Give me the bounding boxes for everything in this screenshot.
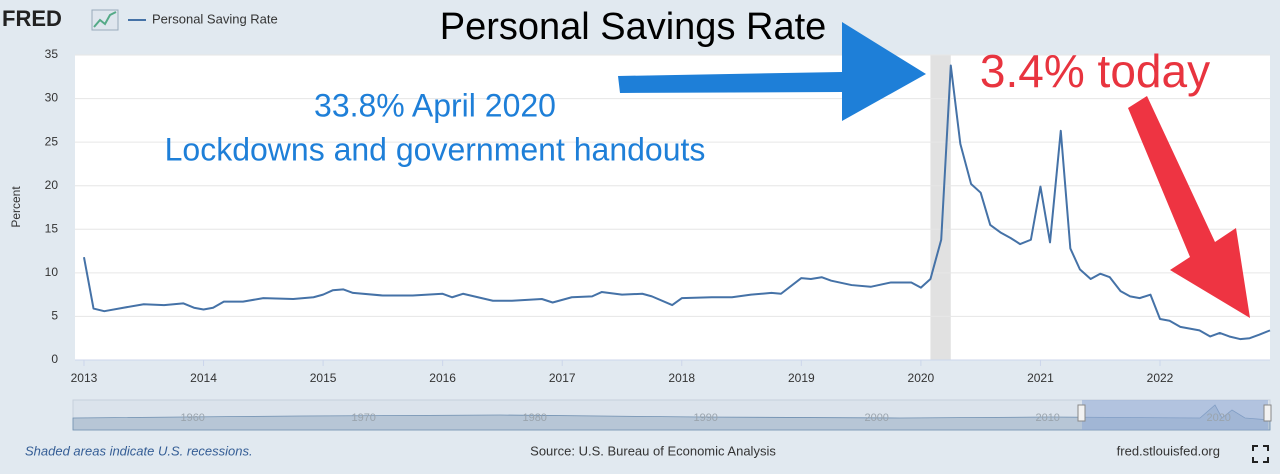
x-tick-label: 2015 (310, 371, 337, 385)
y-tick-label: 30 (45, 91, 59, 105)
legend-label: Personal Saving Rate (152, 11, 278, 26)
source-url[interactable]: fred.stlouisfed.org (1117, 443, 1220, 458)
x-tick-label: 2021 (1027, 371, 1054, 385)
x-tick-label: 2022 (1147, 371, 1174, 385)
annotation: 33.8% April 2020 (314, 87, 556, 123)
y-tick-label: 10 (45, 265, 59, 279)
y-tick-label: 25 (45, 134, 59, 148)
y-tick-label: 0 (51, 352, 58, 366)
x-tick-label: 2014 (190, 371, 217, 385)
navigator-label: 2020 (1206, 412, 1230, 424)
y-tick-label: 20 (45, 178, 59, 192)
plot-area (75, 55, 1270, 360)
navigator-label: 1960 (180, 412, 204, 424)
x-tick-label: 2017 (549, 371, 576, 385)
red-arrow (1128, 96, 1250, 318)
chart-title: Personal Savings Rate (440, 6, 827, 48)
x-tick-label: 2016 (429, 371, 456, 385)
annotation: 3.4% today (980, 45, 1210, 97)
plot: 0 5 10 15 20 25 30 35 2013 2014 2015 2016 2017 2018 20… (45, 47, 1271, 385)
y-tick-label: 15 (45, 221, 59, 235)
brand-icon (91, 9, 119, 31)
series-line (82, 64, 1271, 341)
recession-band (930, 55, 951, 360)
recession-note: Shaded areas indicate U.S. recessions. (25, 443, 253, 458)
blue-arrow (618, 22, 926, 121)
annotation: Lockdowns and government handouts (165, 131, 706, 167)
x-tick-label: 2018 (668, 371, 695, 385)
fullscreen-icon[interactable] (1252, 445, 1269, 463)
navigator-label: 2010 (1035, 412, 1059, 424)
navigator-labels: 1960 1970 1980 1990 2000 2010 2020 (180, 412, 1230, 424)
navigator-label: 1970 (351, 412, 375, 424)
navigator-label: 1980 (522, 412, 546, 424)
x-tick-label: 2019 (788, 371, 815, 385)
brand: FRED (2, 6, 62, 31)
x-tick-label: 2013 (71, 371, 98, 385)
navigator-label: 2000 (864, 412, 888, 424)
navigator-label: 1990 (693, 412, 717, 424)
y-tick-label: 35 (45, 47, 59, 61)
y-axis-label: Percent (9, 186, 23, 228)
x-tick-label: 2020 (908, 371, 935, 385)
navigator (72, 399, 1272, 431)
y-tick-label: 5 (51, 309, 58, 323)
source: Source: U.S. Bureau of Economic Analysis (530, 443, 776, 458)
